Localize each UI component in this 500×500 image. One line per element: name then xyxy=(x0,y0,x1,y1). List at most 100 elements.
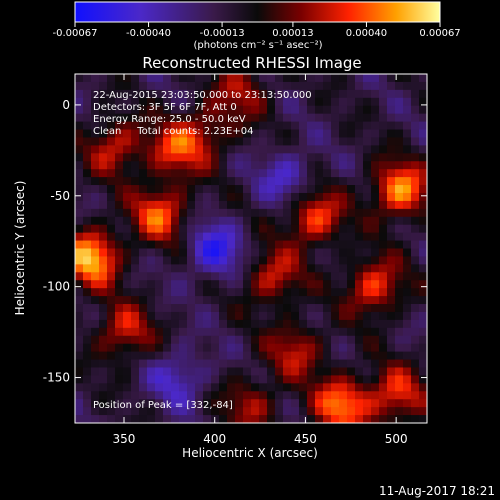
heatmap-cell xyxy=(195,415,204,423)
heatmap-cell xyxy=(315,224,324,234)
heatmap-cell xyxy=(139,248,148,258)
heatmap-cell xyxy=(251,399,260,408)
heatmap-cell xyxy=(267,232,276,242)
heatmap-cell xyxy=(243,185,252,194)
heatmap-cell xyxy=(275,240,284,250)
heatmap-cell xyxy=(171,113,180,123)
heatmap-cell xyxy=(411,304,420,313)
heatmap-cell xyxy=(227,415,236,423)
heatmap-cell xyxy=(323,200,332,210)
heatmap-cell xyxy=(243,296,252,305)
heatmap-cell xyxy=(131,113,140,123)
heatmap-cell xyxy=(355,264,364,273)
heatmap-cell xyxy=(347,296,356,305)
heatmap-cell xyxy=(171,264,180,273)
heatmap-cell xyxy=(379,335,388,345)
heatmap-cell xyxy=(163,240,172,250)
heatmap-cell xyxy=(291,169,300,178)
heatmap-cell xyxy=(227,359,236,369)
heatmap-cell xyxy=(347,89,356,99)
heatmap-cell xyxy=(147,192,156,202)
heatmap-cell xyxy=(155,343,164,353)
heatmap-cell xyxy=(251,177,260,186)
heatmap-cell xyxy=(147,145,156,154)
heatmap-cell xyxy=(267,311,276,321)
heatmap-cell xyxy=(195,169,204,178)
heatmap-cell xyxy=(155,367,164,377)
heatmap-cell xyxy=(331,153,340,162)
heatmap-cell xyxy=(243,192,252,202)
heatmap-cell xyxy=(163,288,172,297)
heatmap-cell xyxy=(219,367,228,377)
heatmap-cell xyxy=(355,216,364,226)
heatmap-cell xyxy=(347,335,356,345)
heatmap-cell xyxy=(187,367,196,377)
heatmap-cell xyxy=(315,240,324,250)
heatmap-cell xyxy=(139,81,148,91)
heatmap-cell xyxy=(283,288,292,297)
heatmap-cell xyxy=(147,161,156,170)
heatmap-cell xyxy=(163,105,172,115)
heatmap-cell xyxy=(251,311,260,321)
heatmap-cell xyxy=(315,335,324,345)
heatmap-cell xyxy=(195,351,204,361)
heatmap-cell xyxy=(123,121,132,131)
heatmap-cell xyxy=(115,113,124,123)
heatmap-cell xyxy=(243,264,252,273)
heatmap-cell xyxy=(171,185,180,194)
heatmap-cell xyxy=(323,113,332,123)
heatmap-cell xyxy=(91,415,100,423)
heatmap-cell xyxy=(259,335,268,345)
heatmap-cell xyxy=(227,367,236,377)
heatmap-cell xyxy=(203,343,212,353)
heatmap-cell xyxy=(315,399,324,408)
heatmap-cell xyxy=(299,296,308,305)
heatmap-cell xyxy=(123,74,132,83)
heatmap-cell xyxy=(315,145,324,154)
heatmap-cell xyxy=(355,248,364,258)
heatmap-cell xyxy=(259,81,268,91)
heatmap-cell xyxy=(179,224,188,234)
heatmap-cell xyxy=(243,415,252,423)
heatmap-cell xyxy=(99,264,108,273)
heatmap-cell xyxy=(195,264,204,273)
heatmap-cell xyxy=(259,153,268,162)
heatmap-cell xyxy=(155,200,164,210)
heatmap-cell xyxy=(307,121,316,131)
heatmap-cell xyxy=(243,319,252,329)
heatmap-cell xyxy=(171,327,180,337)
heatmap-cell xyxy=(203,359,212,369)
heatmap-cell xyxy=(147,216,156,226)
heatmap-cell xyxy=(283,74,292,83)
heatmap-cell xyxy=(195,185,204,194)
heatmap-cell xyxy=(403,137,412,146)
heatmap-cell xyxy=(275,224,284,234)
heatmap-cell xyxy=(267,304,276,313)
heatmap-cell xyxy=(299,288,308,297)
heatmap-cell xyxy=(99,415,108,423)
heatmap-cell xyxy=(379,177,388,186)
heatmap-cell xyxy=(363,264,372,273)
heatmap-cell xyxy=(123,264,132,273)
heatmap-cell xyxy=(211,367,220,377)
heatmap-cell xyxy=(227,343,236,353)
heatmap-cell xyxy=(123,288,132,297)
heatmap-cell xyxy=(147,137,156,146)
heatmap-cell xyxy=(355,327,364,337)
heatmap-cell xyxy=(91,272,100,281)
heatmap-cell xyxy=(139,113,148,123)
heatmap-cell xyxy=(331,216,340,226)
heatmap-cell xyxy=(315,383,324,392)
heatmap-cell xyxy=(83,185,92,194)
heatmap-cell xyxy=(171,407,180,416)
heatmap-cell xyxy=(91,264,100,273)
heatmap-cell xyxy=(379,74,388,83)
heatmap-cell xyxy=(387,216,396,226)
heatmap-cell xyxy=(99,367,108,377)
heatmap-cell xyxy=(339,280,348,289)
heatmap-cell xyxy=(195,335,204,345)
heatmap-cell xyxy=(387,280,396,289)
heatmap-cell xyxy=(323,137,332,146)
heatmap-cell xyxy=(195,280,204,289)
heatmap-cell xyxy=(195,272,204,281)
